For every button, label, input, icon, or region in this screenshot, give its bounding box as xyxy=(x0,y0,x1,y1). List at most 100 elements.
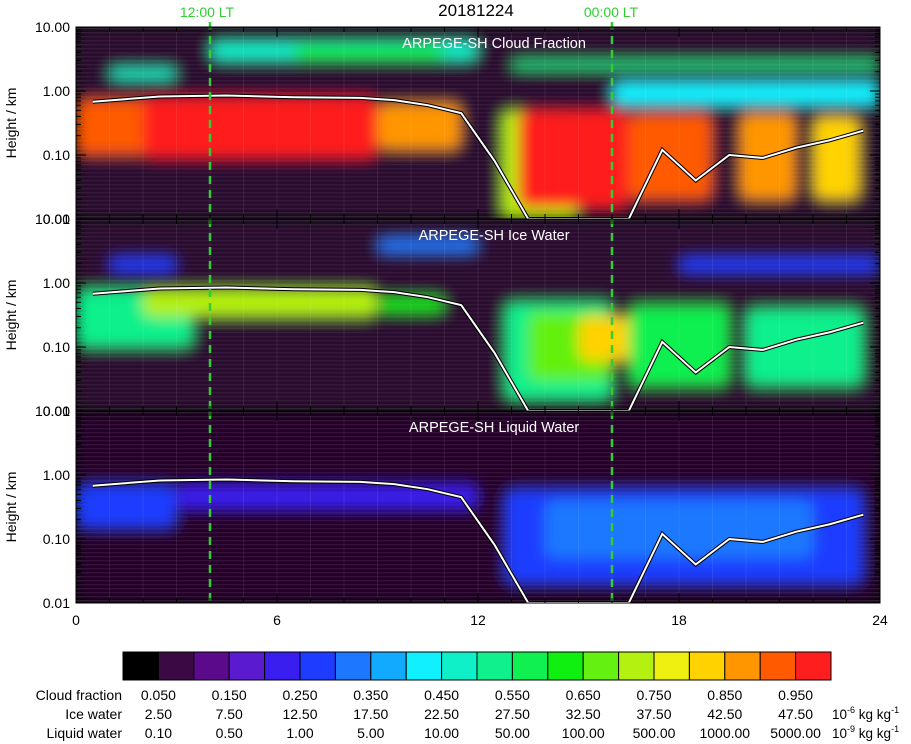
y-tick-label: 0.10 xyxy=(43,147,70,163)
colorbar-swatch xyxy=(299,651,336,681)
contour-region xyxy=(612,81,880,106)
contour-region xyxy=(679,257,880,272)
y-axis-label: Height / km xyxy=(3,280,19,351)
colorbar-value: 1.00 xyxy=(286,725,313,741)
y-axis-label: Height / km xyxy=(3,472,19,543)
colorbar-value: 0.450 xyxy=(424,687,459,703)
panel-title: ARPEGE-SH Liquid Water xyxy=(409,420,579,436)
colorbar-unit: 10-9 kg kg-1 xyxy=(832,724,899,741)
y-tick-label: 0.10 xyxy=(43,339,70,355)
panels: 0.01 0.10 1.00 10.00 ARPEGE-SH Cloud Fractio… xyxy=(3,19,881,611)
contour-region xyxy=(377,102,462,150)
contour-region xyxy=(518,110,629,208)
y-tick-label: 0.10 xyxy=(43,531,70,547)
colorbar-value: 5000.00 xyxy=(770,725,821,741)
colorbar-value: 50.00 xyxy=(495,725,530,741)
y-tick-label: 1.00 xyxy=(43,275,70,291)
panel-title: ARPEGE-SH Cloud Fraction xyxy=(402,36,586,52)
contour-region xyxy=(578,316,639,362)
colorbar-row-label: Ice water xyxy=(65,706,122,722)
colorbar-value: 27.50 xyxy=(495,706,530,722)
colorbar-value: 1000.00 xyxy=(699,725,750,741)
colorbar-unit: 10-6 kg kg-1 xyxy=(832,705,899,722)
colorbar-value: 0.50 xyxy=(216,725,243,741)
colorbar-row-label: Liquid water xyxy=(47,725,123,741)
colorbar-swatch xyxy=(582,651,620,681)
panel-liquid-water: 0.01 0.10 1.00 10.00 ARPEGE-SH Liquid Water H… xyxy=(3,403,881,611)
colorbar-value: 12.50 xyxy=(282,706,317,722)
contour-region xyxy=(813,116,860,200)
contour-region xyxy=(176,484,478,509)
colorbar-value: 0.050 xyxy=(141,687,176,703)
colorbar-value: 0.350 xyxy=(353,687,388,703)
colorbar-value: 0.250 xyxy=(282,687,317,703)
boundary-layer-line xyxy=(92,286,864,411)
colorbar-swatch xyxy=(688,651,726,681)
panel-title: ARPEGE-SH Ice Water xyxy=(419,228,570,244)
contour-region xyxy=(293,46,445,59)
colorbar xyxy=(122,651,832,681)
contour-region xyxy=(109,67,177,80)
x-tick-label: 6 xyxy=(273,612,281,628)
colorbar-value: 2.50 xyxy=(145,706,172,722)
colorbar-swatch xyxy=(759,651,797,681)
colorbar-value: 10.00 xyxy=(424,725,459,741)
colorbar-swatch xyxy=(511,651,549,681)
contour-region xyxy=(143,97,378,158)
colorbar-value: 42.50 xyxy=(707,706,742,722)
colorbar-value: 32.50 xyxy=(566,706,601,722)
colorbar-swatch xyxy=(441,651,478,681)
colorbar-swatch xyxy=(157,651,195,681)
contour-region xyxy=(511,60,880,70)
field-contours xyxy=(76,27,880,219)
y-tick-label: 0.01 xyxy=(43,211,70,227)
x-axis: 0 6 12 18 24 xyxy=(72,612,888,628)
colorbar-swatch xyxy=(122,651,159,681)
colorbar-value: 0.950 xyxy=(778,687,813,703)
colorbar-swatch xyxy=(618,651,655,681)
y-axis-label: Height / km xyxy=(3,88,19,159)
contour-region xyxy=(76,484,177,528)
boundary-layer-line xyxy=(92,94,864,219)
y-tick-label: 0.01 xyxy=(43,403,70,419)
y-tick-label: 10.00 xyxy=(35,403,70,419)
colorbar-swatch xyxy=(547,651,584,681)
colorbar-value: 0.10 xyxy=(145,725,172,741)
contour-region xyxy=(143,289,378,317)
colorbar-value: 0.850 xyxy=(707,687,742,703)
chart-date: 20181224 xyxy=(438,1,514,20)
x-tick-label: 12 xyxy=(470,612,486,628)
colorbar-swatch xyxy=(405,651,443,681)
colorbar-swatch xyxy=(228,651,266,681)
colorbar-value: 7.50 xyxy=(216,706,243,722)
colorbar-swatch xyxy=(193,651,230,681)
y-tick-label: 10.00 xyxy=(35,19,70,35)
colorbar-value: 17.50 xyxy=(353,706,388,722)
colorbar-swatch xyxy=(264,651,301,681)
contour-region xyxy=(377,297,445,313)
colorbar-value: 0.150 xyxy=(212,687,247,703)
colorbar-value: 37.50 xyxy=(636,706,671,722)
x-tick-label: 0 xyxy=(72,612,80,628)
colorbar-swatch xyxy=(334,651,372,681)
colorbar-value: 100.00 xyxy=(562,725,605,741)
colorbar-value: 0.750 xyxy=(636,687,671,703)
contour-region xyxy=(109,257,177,272)
colorbar-swatch xyxy=(370,651,407,681)
colorbar-swatch xyxy=(476,651,513,681)
colorbar-value: 22.50 xyxy=(424,706,459,722)
colorbar-value: 0.550 xyxy=(495,687,530,703)
y-tick-label: 1.00 xyxy=(43,83,70,99)
contour-region xyxy=(377,238,478,253)
x-tick-label: 24 xyxy=(872,612,888,628)
field-contours xyxy=(76,411,880,603)
colorbar-value: 47.50 xyxy=(778,706,813,722)
y-tick-label: 1.00 xyxy=(43,467,70,483)
colorbar-swatch xyxy=(795,651,832,681)
boundary-layer-line xyxy=(92,478,864,603)
colorbar-swatch xyxy=(653,651,690,681)
colorbar-value: 500.00 xyxy=(633,725,676,741)
y-tick-label: 10.00 xyxy=(35,211,70,227)
y-tick-label: 0.01 xyxy=(43,595,70,611)
